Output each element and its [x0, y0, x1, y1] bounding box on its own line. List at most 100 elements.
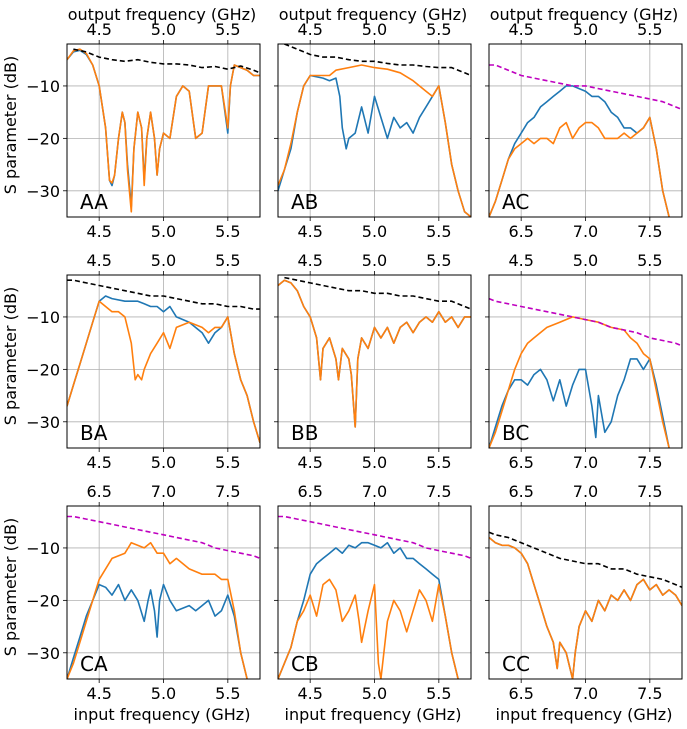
series-group	[278, 44, 471, 217]
series-line-dashed	[67, 279, 260, 310]
panel-frame	[277, 505, 472, 680]
top-x-tick-label: 6.5	[297, 482, 322, 501]
y-tick-label: −20	[26, 360, 60, 379]
x-tick-label: 5.0	[151, 453, 176, 472]
top-x-tick-label: 5.0	[362, 20, 387, 39]
panel-label: CB	[291, 652, 319, 676]
top-x-tick-label: 7.0	[573, 482, 598, 501]
series-line-orange	[278, 578, 459, 679]
x-tick-label: 7.0	[573, 222, 598, 241]
panel-frame	[66, 43, 261, 218]
panel-label: AB	[291, 190, 318, 214]
top-x-tick-label: 7.5	[637, 482, 662, 501]
x-tick-label: 7.5	[637, 684, 662, 703]
x-tick-label: 5.5	[426, 222, 451, 241]
top-x-tick-label: 7.5	[215, 482, 240, 501]
x-tick-label: 5.5	[215, 453, 240, 472]
y-axis-label: S parameter (dB)	[1, 56, 20, 194]
top-x-tick-label: 5.5	[637, 251, 662, 270]
x-tick-label: 4.5	[297, 222, 322, 241]
x-tick-label: 7.5	[637, 453, 662, 472]
top-x-tick-label: 7.0	[151, 482, 176, 501]
series-line-dashed	[489, 297, 682, 347]
panel-label: AC	[502, 190, 529, 214]
series-group	[278, 276, 471, 428]
y-tick-label: −10	[26, 308, 60, 327]
series-line-dashed	[73, 48, 260, 74]
series-group	[67, 48, 260, 213]
x-tick-label: 4.5	[86, 684, 111, 703]
panel-label: AA	[80, 190, 108, 214]
y-tick-label: −30	[26, 182, 60, 201]
series-line-orange	[67, 48, 260, 213]
series-line-dashed	[489, 531, 682, 589]
x-tick-label: 4.5	[86, 222, 111, 241]
x-tick-label: 4.5	[297, 684, 322, 703]
x-tick-label: 5.0	[362, 222, 387, 241]
x-tick-label: 5.5	[215, 222, 240, 241]
panel-label: CC	[502, 652, 530, 676]
x-tick-label: 4.5	[86, 453, 111, 472]
panel-frame	[488, 43, 683, 218]
x-tick-label: 5.5	[215, 684, 240, 703]
panel-bc: 6.5 7.0 7.5 4.5 5.0 5.5 BC	[485, 251, 683, 472]
top-x-tick-label: 6.5	[86, 482, 111, 501]
series-group	[278, 515, 471, 679]
top-x-tick-label: 4.5	[86, 251, 111, 270]
top-x-tick-label: 5.0	[573, 20, 598, 39]
top-x-tick-label: 5.0	[151, 20, 176, 39]
panel-cc: 6.5 7.0 7.5 6.5 7.0 7.5 CC	[485, 482, 683, 703]
series-group	[489, 297, 682, 448]
top-x-tick-label: 5.0	[362, 251, 387, 270]
top-x-tick-label: 4.5	[297, 20, 322, 39]
panel-label: BC	[502, 421, 529, 445]
x-tick-label: 5.0	[151, 684, 176, 703]
x-tick-label: 4.5	[297, 453, 322, 472]
x-tick-label: 7.0	[573, 684, 598, 703]
series-line-orange	[278, 279, 471, 428]
top-x-tick-label: 4.5	[86, 20, 111, 39]
panel-frame	[66, 505, 261, 680]
x-tick-label: 6.5	[508, 684, 533, 703]
top-x-tick-label: 5.0	[573, 251, 598, 270]
panel-bb: 4.5 5.0 5.5 4.5 5.0 5.5 BB	[274, 251, 472, 472]
top-x-tick-label: 5.5	[426, 251, 451, 270]
series-line-orange	[67, 300, 260, 444]
top-x-tick-label: 6.5	[508, 482, 533, 501]
series-line-dashed	[489, 64, 682, 111]
y-axis-label: S parameter (dB)	[1, 518, 20, 656]
x-tick-label: 5.0	[362, 684, 387, 703]
series-group	[67, 515, 260, 679]
top-x-tick-label: 5.5	[215, 251, 240, 270]
series-line-orange	[489, 116, 670, 217]
top-x-tick-label: 5.5	[215, 20, 240, 39]
panel-label: CA	[80, 652, 108, 676]
top-x-tick-label: 7.5	[426, 482, 451, 501]
x-axis-label-top: output frequency (GHz)	[68, 5, 257, 24]
series-line-orange	[67, 541, 248, 679]
x-axis-label-top: output frequency (GHz)	[490, 5, 679, 24]
x-tick-label: 5.5	[426, 453, 451, 472]
series-line-blue	[278, 541, 459, 679]
series-line-dashed	[67, 515, 260, 560]
top-x-tick-label: 4.5	[508, 251, 533, 270]
y-tick-label: −20	[26, 591, 60, 610]
panel-frame	[277, 274, 472, 449]
series-line-orange	[278, 64, 471, 217]
x-tick-label: 6.5	[508, 453, 533, 472]
series-line-blue	[67, 583, 248, 679]
top-x-tick-label: 4.5	[508, 20, 533, 39]
y-tick-label: −10	[26, 77, 60, 96]
top-x-tick-label: 7.0	[362, 482, 387, 501]
series-line-blue	[489, 358, 670, 448]
top-x-tick-label: 5.5	[426, 20, 451, 39]
series-group	[489, 64, 682, 217]
y-tick-label: −10	[26, 539, 60, 558]
y-tick-label: −30	[26, 413, 60, 432]
x-tick-label: 5.0	[151, 222, 176, 241]
panel-label: BA	[80, 421, 108, 445]
x-axis-label-bottom: input frequency (GHz)	[285, 705, 462, 724]
y-tick-label: −20	[26, 129, 60, 148]
panel-frame	[66, 274, 261, 449]
